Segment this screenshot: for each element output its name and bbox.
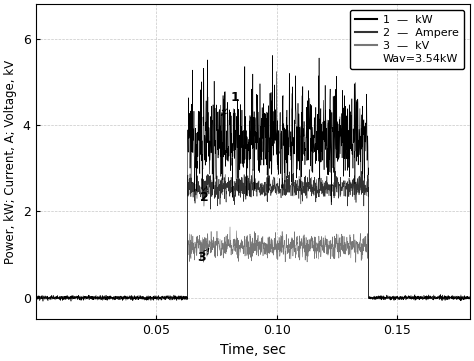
Legend: 1  —  kW, 2  —  Ampere, 3  —  kV, Wav=3.54kW: 1 — kW, 2 — Ampere, 3 — kV, Wav=3.54kW xyxy=(349,10,464,69)
Text: 2: 2 xyxy=(200,187,209,204)
Text: 1: 1 xyxy=(221,91,240,116)
Y-axis label: Power, kW; Current, A; Voltage, kV: Power, kW; Current, A; Voltage, kV xyxy=(4,60,17,264)
Text: 3: 3 xyxy=(197,249,209,264)
X-axis label: Time, sec: Time, sec xyxy=(220,343,286,357)
